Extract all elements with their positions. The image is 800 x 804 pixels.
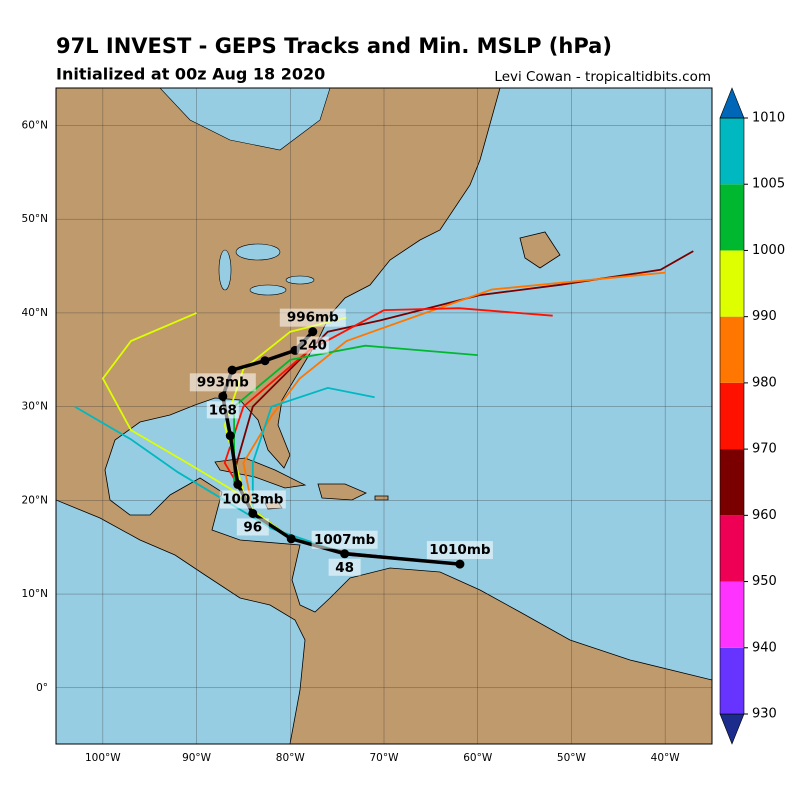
lon-label: 90°W bbox=[182, 752, 212, 764]
label-box bbox=[219, 490, 286, 509]
colorbar-label: 1005 bbox=[752, 177, 785, 192]
hour-label: 96 bbox=[243, 519, 262, 535]
mean-point bbox=[286, 534, 296, 544]
mean-point bbox=[308, 327, 318, 337]
lat-label: 10°N bbox=[22, 588, 48, 600]
colorbar-extend bbox=[719, 713, 745, 745]
hispaniola bbox=[317, 483, 367, 501]
subtitle: Initialized at 00z Aug 18 2020 bbox=[56, 65, 325, 84]
colorbar: 930 940 950 960 970 980 990 1000 1005 1010 bbox=[719, 87, 785, 745]
lake bbox=[218, 249, 232, 291]
colorbar-segment bbox=[720, 118, 744, 185]
colorbar-segment bbox=[720, 581, 744, 648]
lat-label: 40°N bbox=[22, 307, 48, 319]
hour-label: 48 bbox=[335, 560, 354, 576]
map-frame bbox=[55, 87, 713, 745]
colorbar-label: 1000 bbox=[752, 243, 785, 258]
colorbar-segment bbox=[720, 382, 744, 450]
lon-label: 50°W bbox=[557, 752, 587, 764]
colorbar-label: 1010 bbox=[752, 111, 785, 126]
lat-label: 60°N bbox=[22, 119, 48, 131]
lon-label: 80°W bbox=[276, 752, 306, 764]
lon-label: 100°W bbox=[85, 752, 121, 764]
label-box bbox=[206, 401, 239, 419]
lat-label: 30°N bbox=[22, 401, 48, 413]
mean-point bbox=[233, 479, 243, 489]
credit: Levi Cowan - tropicaltidbits.com bbox=[494, 69, 711, 85]
lake bbox=[285, 275, 315, 285]
mean-point bbox=[225, 431, 235, 441]
newfoundland bbox=[519, 231, 561, 269]
colorbar-label: 990 bbox=[752, 309, 777, 324]
cuba bbox=[214, 457, 307, 489]
hour-label: 240 bbox=[299, 338, 327, 354]
lon-label: 70°W bbox=[370, 752, 400, 764]
label-box bbox=[311, 530, 378, 549]
colorbar-label: 940 bbox=[752, 640, 777, 655]
mean-point bbox=[248, 508, 258, 518]
lat-label: 0° bbox=[36, 682, 48, 694]
colorbar-label: 980 bbox=[752, 375, 777, 390]
pressure-label: 1010mb bbox=[429, 542, 491, 558]
colorbar-segment bbox=[720, 647, 744, 714]
colorbar-segment bbox=[720, 515, 744, 582]
americas bbox=[56, 88, 712, 744]
graticule bbox=[56, 88, 712, 744]
pressure-label: 1003mb bbox=[222, 491, 284, 507]
axis-labels: 0° 10°N 20°N 30°N 40°N 50°N 60°N 100°W 90°W 80°W 7… bbox=[22, 119, 681, 764]
lake bbox=[235, 243, 281, 261]
colorbar-frame bbox=[719, 117, 745, 715]
label-box bbox=[426, 541, 493, 560]
mean-point bbox=[260, 356, 270, 366]
puerto-rico bbox=[374, 495, 389, 501]
tracks: 1010mb 1007mb 48 1003mb 96 993mb 168 996mb 240 bbox=[74, 250, 694, 576]
colorbar-segment bbox=[720, 184, 744, 251]
title: 97L INVEST - GEPS Tracks and Min. MSLP (… bbox=[56, 34, 612, 58]
mean-point bbox=[455, 559, 465, 569]
lon-label: 40°W bbox=[651, 752, 681, 764]
lon-label: 60°W bbox=[463, 752, 493, 764]
pressure-label: 1007mb bbox=[314, 532, 376, 548]
map: 1010mb 1007mb 48 1003mb 96 993mb 168 996mb 240 bbox=[56, 88, 712, 744]
lat-label: 50°N bbox=[22, 213, 48, 225]
mean-point bbox=[227, 365, 237, 375]
pressure-label: 993mb bbox=[197, 374, 249, 390]
hour-label: 168 bbox=[209, 402, 237, 418]
colorbar-label: 960 bbox=[752, 508, 777, 523]
colorbar-segment bbox=[720, 250, 744, 317]
label-box bbox=[236, 518, 269, 536]
colorbar-label: 970 bbox=[752, 442, 777, 457]
label-box bbox=[296, 336, 329, 354]
lat-label: 20°N bbox=[22, 494, 48, 506]
colorbar-segment bbox=[720, 316, 744, 383]
pressure-label: 996mb bbox=[287, 310, 339, 326]
lake bbox=[249, 284, 287, 296]
mean-point bbox=[218, 391, 228, 401]
label-box bbox=[328, 558, 361, 576]
colorbar-label: 950 bbox=[752, 574, 777, 589]
label-box bbox=[189, 373, 256, 392]
hudson-bay bbox=[159, 88, 331, 151]
colorbar-extend bbox=[719, 87, 745, 119]
colorbar-label: 930 bbox=[752, 707, 777, 722]
mean-point bbox=[340, 549, 350, 559]
label-box bbox=[279, 308, 346, 327]
colorbar-segment bbox=[720, 449, 744, 516]
